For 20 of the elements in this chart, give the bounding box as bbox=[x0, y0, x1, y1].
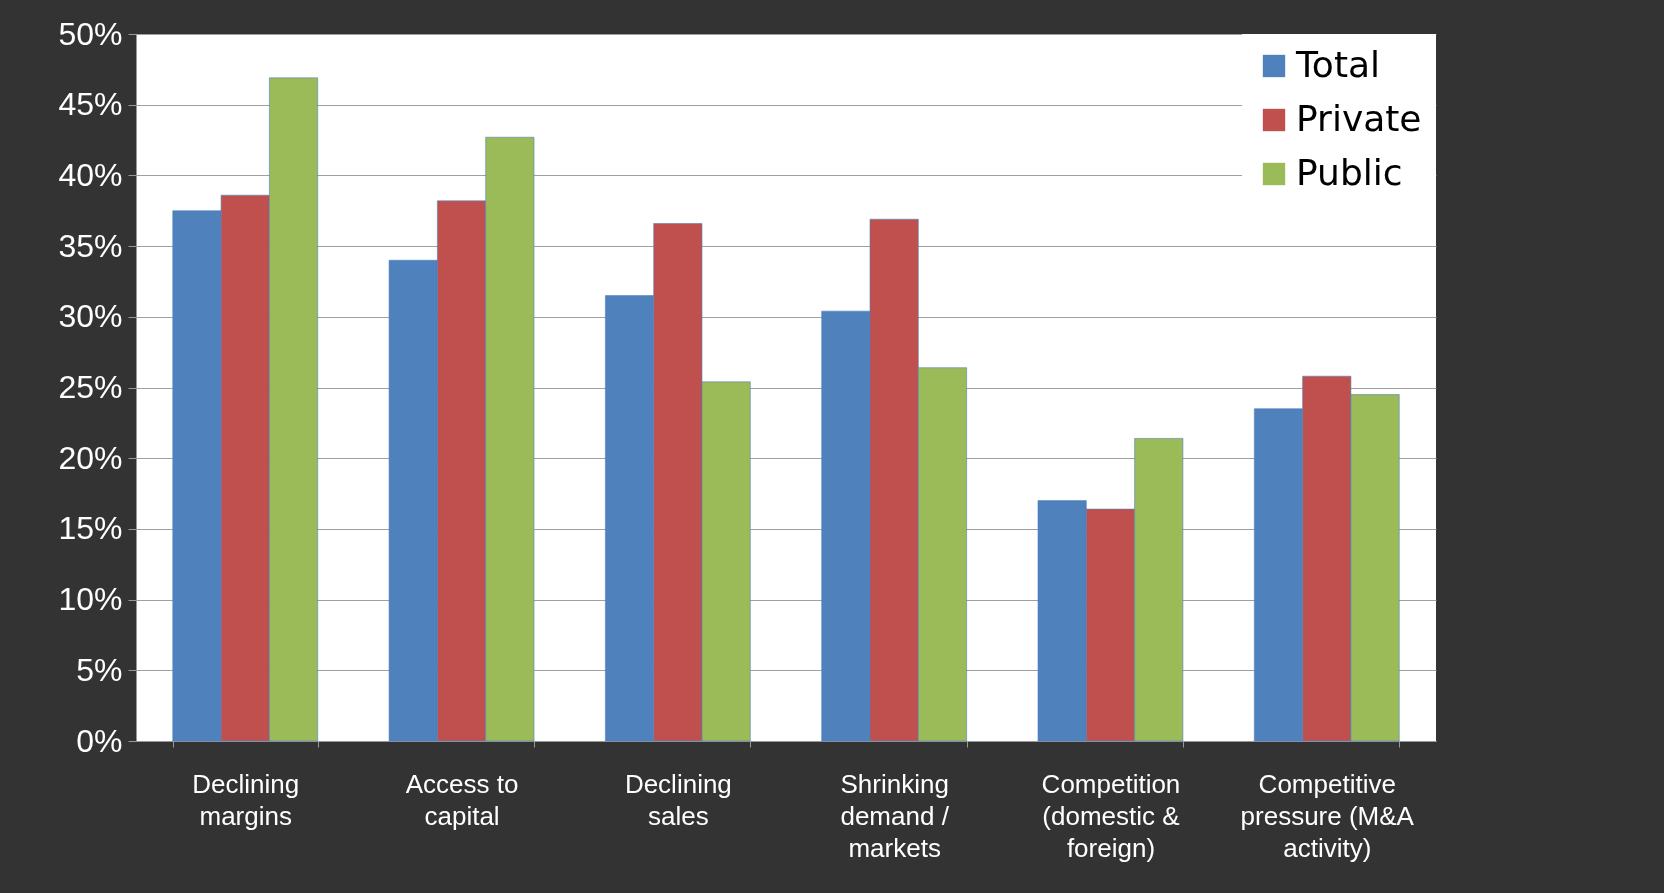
y-tick-label: 20% bbox=[58, 439, 123, 476]
x-tick-label: Access to capital bbox=[405, 768, 519, 831]
x-tick-label: Competitive pressure (M&A activity) bbox=[1240, 768, 1415, 863]
x-tick-label: Declining margins bbox=[192, 768, 300, 831]
y-tick-label: 15% bbox=[58, 510, 123, 547]
legend-label: Private bbox=[1296, 98, 1422, 139]
y-tick-label: 0% bbox=[76, 722, 123, 759]
y-tick-label: 40% bbox=[58, 156, 123, 193]
legend-label: Public bbox=[1296, 152, 1403, 193]
legend-label: Total bbox=[1295, 44, 1381, 85]
y-tick-label: 30% bbox=[58, 298, 123, 335]
y-tick-label: 45% bbox=[58, 86, 123, 123]
y-tick-label: 25% bbox=[58, 369, 123, 405]
y-tick-label: 35% bbox=[58, 227, 123, 264]
x-tick-label: Declining sales bbox=[624, 768, 732, 831]
x-tick-label: Shrinking demand / markets bbox=[840, 768, 950, 863]
y-tick-label: 50% bbox=[58, 15, 123, 52]
y-tick-label: 10% bbox=[58, 581, 123, 618]
y-tick-label: 5% bbox=[76, 651, 123, 688]
x-tick-label: Competition (domestic & foreign) bbox=[1041, 768, 1181, 863]
